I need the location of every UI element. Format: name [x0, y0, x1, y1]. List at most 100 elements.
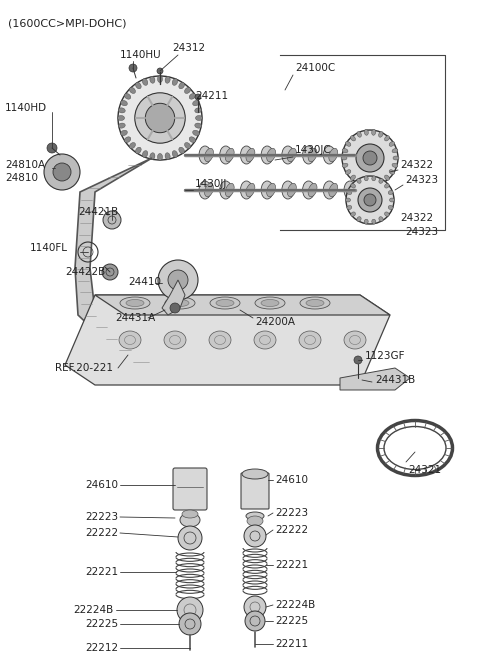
Ellipse shape [300, 297, 330, 309]
Text: 24410: 24410 [128, 277, 161, 287]
Ellipse shape [172, 150, 178, 158]
Text: 22211: 22211 [275, 639, 308, 649]
Circle shape [129, 64, 137, 72]
Ellipse shape [255, 297, 285, 309]
Ellipse shape [302, 181, 314, 199]
Ellipse shape [261, 146, 273, 164]
Ellipse shape [351, 212, 356, 216]
Ellipse shape [389, 198, 395, 202]
Ellipse shape [209, 331, 231, 349]
Ellipse shape [341, 156, 347, 160]
Ellipse shape [344, 146, 356, 164]
Ellipse shape [165, 76, 170, 83]
Polygon shape [75, 158, 158, 370]
Ellipse shape [195, 116, 203, 120]
Circle shape [145, 103, 175, 133]
Ellipse shape [210, 297, 240, 309]
Circle shape [363, 151, 377, 165]
Circle shape [244, 596, 266, 618]
Ellipse shape [346, 142, 351, 147]
Ellipse shape [124, 93, 131, 99]
Text: 24312: 24312 [172, 43, 205, 53]
Ellipse shape [220, 181, 232, 199]
Ellipse shape [192, 130, 199, 135]
Ellipse shape [379, 179, 383, 183]
Ellipse shape [342, 148, 348, 153]
Ellipse shape [308, 183, 317, 196]
Text: 24211: 24211 [195, 91, 228, 101]
Ellipse shape [157, 154, 163, 160]
Ellipse shape [364, 181, 368, 187]
Ellipse shape [324, 146, 336, 164]
Circle shape [177, 597, 203, 623]
Text: 1430JJ: 1430JJ [195, 179, 228, 189]
Ellipse shape [346, 170, 351, 174]
Ellipse shape [164, 331, 186, 349]
Ellipse shape [130, 143, 135, 148]
Ellipse shape [124, 137, 131, 143]
Text: 24322: 24322 [400, 160, 433, 170]
Circle shape [170, 303, 180, 313]
Text: 24422B: 24422B [65, 267, 105, 277]
Ellipse shape [349, 183, 359, 196]
Circle shape [195, 94, 201, 100]
Ellipse shape [357, 217, 361, 221]
Circle shape [342, 130, 398, 186]
Text: 24610: 24610 [275, 475, 308, 485]
Circle shape [44, 154, 80, 190]
Ellipse shape [135, 82, 141, 89]
Ellipse shape [267, 183, 276, 196]
Text: 1140HU: 1140HU [120, 50, 162, 60]
Ellipse shape [392, 163, 398, 168]
Text: 22222: 22222 [85, 528, 118, 538]
Ellipse shape [364, 219, 368, 224]
Text: 22223: 22223 [275, 508, 308, 518]
Ellipse shape [204, 183, 214, 196]
Polygon shape [95, 295, 390, 315]
Ellipse shape [288, 183, 296, 196]
Text: 22224B: 22224B [74, 605, 114, 615]
Circle shape [356, 144, 384, 172]
Ellipse shape [254, 331, 276, 349]
Ellipse shape [379, 131, 383, 137]
Ellipse shape [179, 147, 184, 154]
Text: 22222: 22222 [275, 525, 308, 535]
Ellipse shape [184, 87, 191, 93]
Text: 22212: 22212 [85, 643, 118, 653]
Text: 24323: 24323 [405, 175, 438, 185]
Circle shape [354, 356, 362, 364]
Ellipse shape [346, 198, 350, 202]
Text: 22225: 22225 [275, 616, 308, 626]
Ellipse shape [299, 331, 321, 349]
Text: 24200A: 24200A [255, 317, 295, 327]
Ellipse shape [150, 76, 155, 83]
Ellipse shape [143, 79, 148, 85]
Ellipse shape [379, 217, 383, 221]
Circle shape [53, 163, 71, 181]
Ellipse shape [246, 512, 264, 520]
Ellipse shape [246, 148, 255, 162]
Ellipse shape [189, 137, 196, 143]
Polygon shape [65, 295, 390, 385]
Ellipse shape [180, 513, 200, 527]
Ellipse shape [384, 212, 389, 216]
Ellipse shape [349, 148, 359, 162]
Ellipse shape [182, 510, 198, 518]
Ellipse shape [130, 87, 135, 93]
Circle shape [346, 176, 394, 224]
Ellipse shape [344, 181, 356, 199]
Ellipse shape [384, 136, 389, 141]
Text: 24322: 24322 [400, 213, 433, 223]
Ellipse shape [261, 181, 273, 199]
Ellipse shape [157, 76, 163, 83]
Text: 1140FL: 1140FL [30, 243, 68, 253]
Ellipse shape [118, 108, 125, 113]
Ellipse shape [126, 300, 144, 307]
Ellipse shape [165, 297, 195, 309]
Text: 24321: 24321 [408, 465, 441, 475]
Ellipse shape [246, 183, 255, 196]
Ellipse shape [195, 108, 202, 113]
Text: 22221: 22221 [275, 560, 308, 570]
Text: 24100C: 24100C [295, 63, 335, 73]
Ellipse shape [118, 123, 125, 128]
